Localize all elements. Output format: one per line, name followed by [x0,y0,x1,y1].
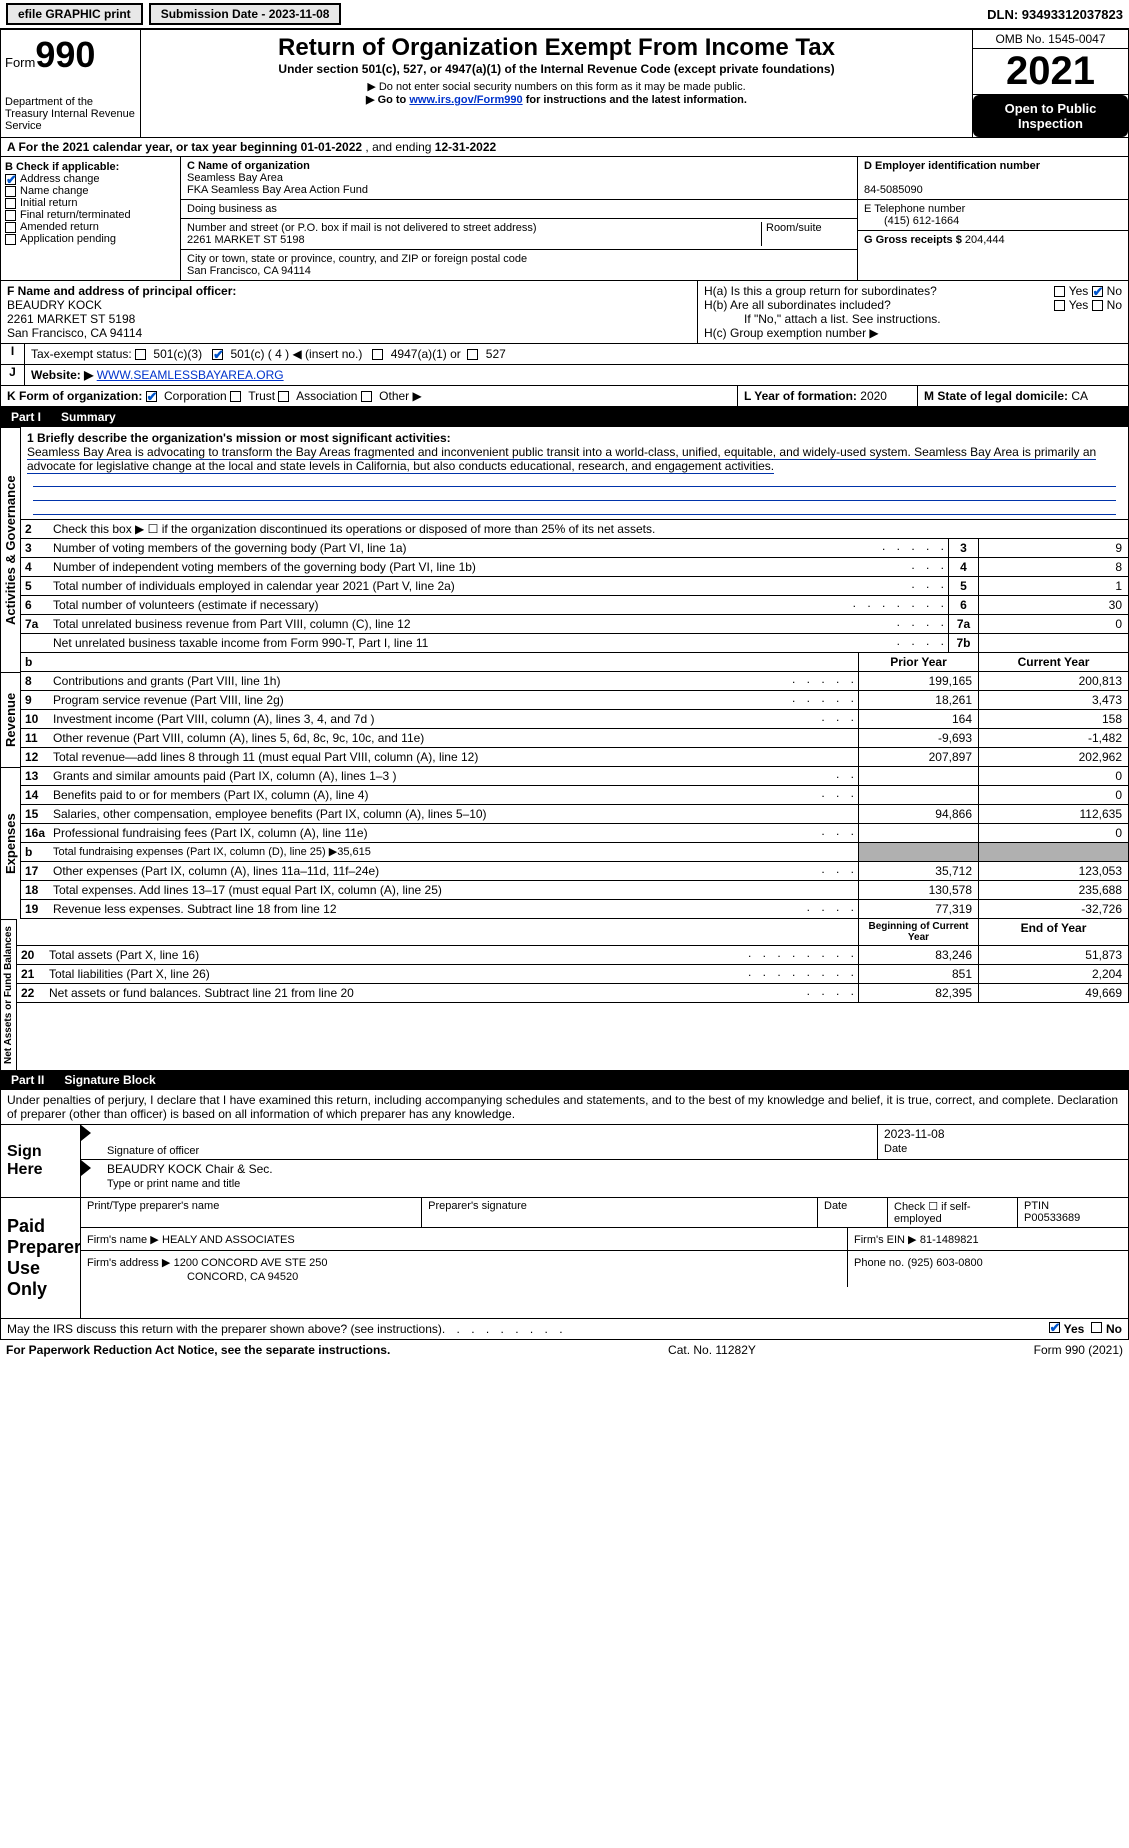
cb-irs-no[interactable] [1091,1322,1102,1333]
cb-irs-yes[interactable] [1049,1322,1060,1333]
box-h-group: H(a) Is this a group return for subordin… [698,281,1128,343]
irs-link[interactable]: www.irs.gov/Form990 [409,94,522,106]
triangle-icon [81,1160,91,1176]
efile-label: efile GRAPHIC print [6,3,143,25]
cb-application-pending[interactable] [5,234,16,245]
dept-treasury: Department of the Treasury Internal Reve… [5,96,136,132]
box-c-org-name: C Name of organization Seamless Bay Area… [181,157,858,280]
part-1-header: Part ISummary [0,407,1129,427]
box-f-officer: F Name and address of principal officer:… [1,281,698,343]
triangle-icon [81,1125,91,1141]
box-k-org-form: K Form of organization: Corporation Trus… [1,386,738,406]
line2-discontinued: Check this box ▶ ☐ if the organization d… [49,520,1128,538]
submission-date-button[interactable]: Submission Date - 2023-11-08 [149,3,342,25]
ssn-note: ▶ Do not enter social security numbers o… [149,80,964,93]
tab-revenue: Revenue [0,672,21,767]
org-info-block: B Check if applicable: Address change Na… [0,157,1129,281]
cb-amended[interactable] [5,222,16,233]
form-header: Form990 Department of the Treasury Inter… [0,29,1129,138]
box-b-checkboxes: B Check if applicable: Address change Na… [1,157,181,280]
omb-number: OMB No. 1545-0047 [973,30,1128,49]
cb-ha-yes[interactable] [1054,286,1065,297]
line1-label: 1 Briefly describe the organization's mi… [27,431,451,445]
box-e-phone: E Telephone number (415) 612-1664 [858,200,1128,231]
goto-note: ▶ Go to www.irs.gov/Form990 for instruct… [149,93,964,106]
box-g-receipts: G Gross receipts $ 204,444 [858,231,1128,249]
website-link[interactable]: WWW.SEAMLESSBAYAREA.ORG [97,368,284,382]
cb-other[interactable] [361,391,372,402]
open-to-public: Open to Public Inspection [973,95,1128,137]
mission-text: Seamless Bay Area is advocating to trans… [27,445,1096,474]
cb-501c[interactable] [212,349,223,360]
form-title: Return of Organization Exempt From Incom… [149,34,964,62]
cb-527[interactable] [467,349,478,360]
cb-initial-return[interactable] [5,198,16,209]
cb-name-change[interactable] [5,186,16,197]
form-subtitle: Under section 501(c), 527, or 4947(a)(1)… [149,62,964,76]
sign-here-block: Sign Here Signature of officer 2023-11-0… [0,1125,1129,1198]
cb-corp[interactable] [146,391,157,402]
cb-address-change[interactable] [5,174,16,185]
page-footer: For Paperwork Reduction Act Notice, see … [0,1340,1129,1360]
may-irs-row: May the IRS discuss this return with the… [0,1319,1129,1340]
box-i-tax-status: Tax-exempt status: 501(c)(3) 501(c) ( 4 … [25,344,1128,364]
revenue-section: Revenue 8Contributions and grants (Part … [0,672,1129,767]
box-l-year: L Year of formation: 2020 [738,386,918,406]
part-2-header: Part IISignature Block [0,1070,1129,1090]
cb-4947[interactable] [372,349,383,360]
cb-hb-no[interactable] [1092,300,1103,311]
activities-governance-section: Activities & Governance 1 Briefly descri… [0,427,1129,672]
paid-preparer-label: Paid Preparer Use Only [1,1198,81,1318]
box-d-ein: D Employer identification number 84-5085… [858,157,1128,200]
box-j-website: Website: ▶ WWW.SEAMLESSBAYAREA.ORG [25,365,1128,385]
perjury-declaration: Under penalties of perjury, I declare th… [0,1090,1129,1125]
cb-final-return[interactable] [5,210,16,221]
box-m-state: M State of legal domicile: CA [918,386,1128,406]
cb-ha-no[interactable] [1092,286,1103,297]
tab-net-assets: Net Assets or Fund Balances [0,919,17,1070]
cb-trust[interactable] [230,391,241,402]
cb-501c3[interactable] [135,349,146,360]
sign-here-label: Sign Here [1,1125,81,1197]
officer-group-block: F Name and address of principal officer:… [0,281,1129,344]
tab-activities-governance: Activities & Governance [0,427,21,672]
net-assets-section: Net Assets or Fund Balances Beginning of… [0,919,1129,1070]
form-number: Form990 [5,34,136,76]
cb-hb-yes[interactable] [1054,300,1065,311]
tab-expenses: Expenses [0,767,21,919]
dln-label: DLN: 93493312037823 [987,7,1123,22]
section-a-tax-year: A For the 2021 calendar year, or tax yea… [0,138,1129,157]
tax-year: 2021 [973,49,1128,95]
expenses-section: Expenses 13Grants and similar amounts pa… [0,767,1129,919]
cb-assoc[interactable] [278,391,289,402]
top-bar: efile GRAPHIC print Submission Date - 20… [0,0,1129,29]
paid-preparer-block: Paid Preparer Use Only Print/Type prepar… [0,1198,1129,1319]
